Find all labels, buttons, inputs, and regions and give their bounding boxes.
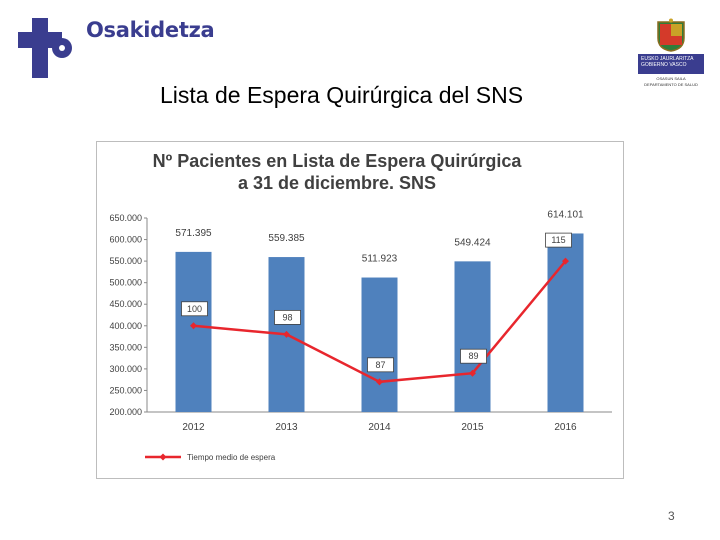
gov-department: OSASUN SAILA DEPARTAMENTO DE SALUD [636, 76, 706, 88]
wait-time-label: 89 [468, 351, 478, 361]
chart-title: Nº Pacientes en Lista de Espera Quirúrgi… [137, 150, 537, 194]
wait-time-point [469, 369, 476, 377]
brand-name: Osakidetza [86, 18, 215, 42]
chart-title-line2: a 31 de diciembre. SNS [237, 173, 437, 193]
x-tick-label: 2016 [554, 422, 577, 433]
x-tick-label: 2014 [368, 422, 391, 433]
bar-value-label: 511.923 [362, 254, 398, 265]
gov-logo: EUSKO JAURLARITZA GOBIERNO VASCO OSASUN … [636, 18, 706, 90]
y-tick-label: 550.000 [109, 256, 142, 266]
gov-sub1: OSASUN SAILA [656, 76, 686, 81]
wait-time-point [562, 257, 569, 265]
wait-time-label-box [545, 232, 572, 248]
bar-value-label: 614.101 [547, 209, 584, 220]
x-tick-label: 2012 [182, 422, 205, 433]
wait-time-label-box [181, 301, 208, 317]
y-tick-label: 650.000 [109, 213, 142, 223]
wait-time-label: 98 [282, 312, 292, 322]
osakidetza-cross-icon [18, 18, 72, 78]
chart-frame: 200.000 250.000 300.000 350.000 400.000 450.0… [96, 141, 624, 479]
bar-value-label: 571.395 [175, 228, 212, 239]
wait-time-label-box [274, 309, 301, 325]
wait-time-label: 87 [375, 360, 385, 370]
y-tick-label: 350.000 [109, 342, 142, 352]
x-tick-label: 2015 [461, 422, 484, 433]
gov-sub2: DEPARTAMENTO DE SALUD [644, 82, 698, 87]
bar-2012 [175, 251, 212, 412]
eusko-jaurlaritza-seal-icon [657, 18, 685, 52]
page-number: 3 [668, 509, 675, 523]
gov-line2: GOBIERNO VASCO [641, 62, 687, 68]
chart-title-line1: Nº Pacientes en Lista de Espera Quirúrgi… [152, 151, 522, 171]
gov-name-bar: EUSKO JAURLARITZA GOBIERNO VASCO [638, 54, 704, 74]
bar-value-label: 549.424 [454, 237, 491, 248]
y-tick-label: 250.000 [109, 385, 142, 395]
wait-time-point [376, 378, 383, 386]
chart-plot: 200.000 250.000 300.000 350.000 400.000 450.0… [109, 209, 612, 462]
y-tick-label: 300.000 [109, 364, 142, 374]
legend-label: Tiempo medio de espera [187, 453, 276, 462]
wait-time-label: 115 [551, 235, 565, 245]
y-tick-label: 450.000 [109, 299, 142, 309]
wait-time-point [283, 330, 290, 338]
wait-time-label-box [460, 348, 487, 364]
x-tick-label: 2013 [275, 422, 298, 433]
y-tick-label: 400.000 [109, 321, 142, 331]
bar-value-label: 559.385 [268, 233, 305, 244]
y-tick-label: 500.000 [109, 278, 142, 288]
legend-marker [159, 453, 167, 461]
slide-title: Lista de Espera Quirúrgica del SNS [160, 82, 524, 108]
wait-time-label-box [367, 357, 394, 373]
bar-2015 [454, 261, 491, 412]
y-tick-label: 600.000 [109, 235, 142, 245]
gov-line1: EUSKO JAURLARITZA [641, 56, 694, 62]
wait-time-point [190, 322, 197, 330]
wait-time-label: 100 [187, 304, 202, 314]
y-tick-label: 200.000 [109, 407, 142, 417]
bar-2014 [361, 277, 398, 412]
